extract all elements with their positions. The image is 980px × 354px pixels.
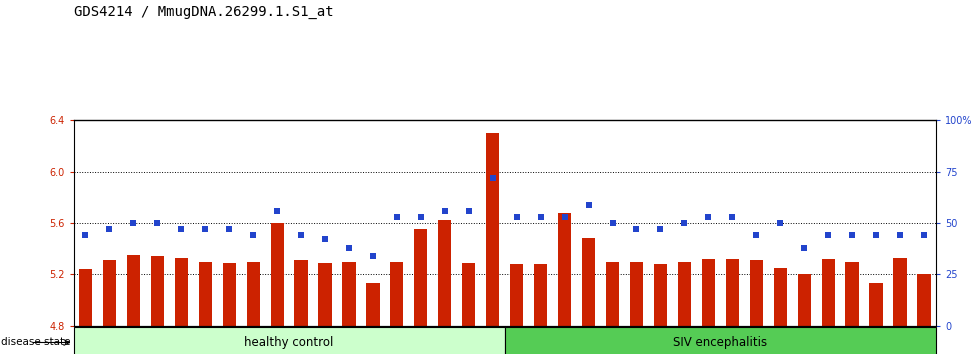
Bar: [750, 260, 762, 326]
Bar: [630, 262, 643, 326]
Point: [820, 233, 836, 238]
Bar: [505, 327, 936, 354]
Bar: [174, 258, 188, 326]
Point: [150, 220, 166, 226]
Point: [77, 233, 93, 238]
Text: healthy control: healthy control: [244, 336, 334, 349]
Point: [197, 226, 213, 232]
Point: [797, 245, 812, 251]
Bar: [318, 263, 331, 326]
Point: [628, 226, 644, 232]
Point: [389, 214, 405, 220]
Bar: [798, 274, 810, 326]
Point: [102, 226, 118, 232]
Bar: [821, 259, 835, 326]
Bar: [151, 256, 164, 326]
Point: [868, 233, 884, 238]
Bar: [103, 260, 116, 326]
Point: [341, 245, 357, 251]
Text: SIV encephalitis: SIV encephalitis: [673, 336, 767, 349]
Bar: [74, 327, 505, 354]
Bar: [222, 263, 236, 326]
Bar: [582, 239, 595, 326]
Point: [461, 208, 476, 213]
Bar: [486, 133, 499, 326]
Point: [772, 220, 788, 226]
Point: [125, 220, 141, 226]
Bar: [463, 263, 475, 326]
Point: [581, 202, 597, 207]
Bar: [510, 264, 523, 326]
Point: [653, 226, 668, 232]
Bar: [773, 268, 787, 326]
Point: [485, 175, 501, 181]
Point: [605, 220, 620, 226]
Point: [701, 214, 716, 220]
Bar: [917, 274, 930, 326]
Point: [749, 233, 764, 238]
Bar: [342, 262, 356, 326]
Point: [844, 233, 859, 238]
Bar: [846, 262, 858, 326]
Bar: [534, 264, 547, 326]
Point: [437, 208, 453, 213]
Bar: [78, 269, 92, 326]
Bar: [390, 262, 404, 326]
Point: [293, 233, 309, 238]
Bar: [199, 262, 212, 326]
Point: [676, 220, 692, 226]
Bar: [367, 283, 379, 326]
Point: [270, 208, 285, 213]
Bar: [438, 221, 452, 326]
Bar: [869, 283, 883, 326]
Bar: [725, 259, 739, 326]
Bar: [558, 213, 571, 326]
Point: [724, 214, 740, 220]
Bar: [247, 262, 260, 326]
Point: [557, 214, 572, 220]
Bar: [126, 255, 140, 326]
Text: GDS4214 / MmugDNA.26299.1.S1_at: GDS4214 / MmugDNA.26299.1.S1_at: [74, 5, 333, 19]
Bar: [270, 223, 283, 326]
Bar: [894, 258, 906, 326]
Text: disease state: disease state: [1, 337, 71, 348]
Point: [413, 214, 428, 220]
Bar: [415, 229, 427, 326]
Point: [173, 226, 189, 232]
Point: [245, 233, 261, 238]
Point: [533, 214, 549, 220]
Bar: [678, 262, 691, 326]
Point: [509, 214, 524, 220]
Bar: [294, 260, 308, 326]
Point: [221, 226, 237, 232]
Point: [892, 233, 907, 238]
Bar: [702, 259, 714, 326]
Point: [366, 253, 381, 259]
Point: [916, 233, 932, 238]
Bar: [606, 262, 619, 326]
Point: [318, 236, 333, 242]
Bar: [654, 264, 667, 326]
